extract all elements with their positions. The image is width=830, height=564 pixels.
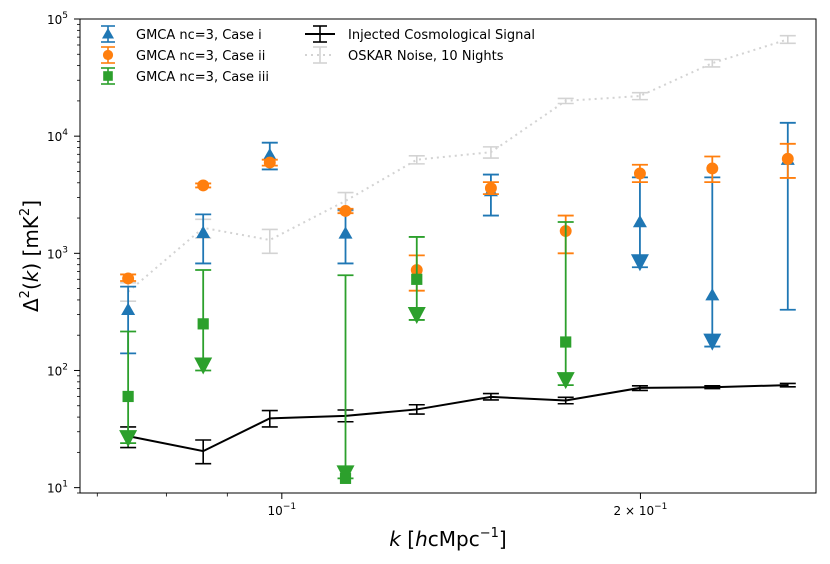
y-tick-label: 105	[47, 11, 68, 27]
axes-frame	[79, 18, 817, 494]
gmca-nc-3-case-i-point-1-marker	[196, 225, 211, 238]
gmca-nc-3-case-i-point-0-marker	[121, 302, 136, 315]
legend-label: GMCA nc=3, Case iii	[136, 70, 269, 85]
legend-marker	[102, 28, 114, 39]
gmca-nc-3-case-i-point-6-arrow	[703, 333, 722, 351]
legend-marker	[102, 49, 114, 61]
legend-item: Injected Cosmological Signal	[305, 25, 535, 43]
y-tick-label: 104	[47, 128, 68, 144]
gmca-nc-3-case-i-point-6-marker	[705, 288, 720, 301]
legend-label: GMCA nc=3, Case i	[136, 28, 262, 43]
injected-cosmological-signal-line	[127, 384, 788, 453]
oskar-noise-10-nights-line	[127, 38, 789, 293]
gmca-nc-3-case-iii-point-3-arrow	[407, 306, 426, 324]
y-tick-label: 102	[47, 362, 68, 378]
x-tick-label: 2 × 10−1	[614, 502, 668, 518]
gmca-nc-3-case-ii-point-1-marker	[197, 179, 210, 192]
legend-label: Injected Cosmological Signal	[348, 28, 535, 43]
gmca-nc-3-case-iii-point-4-arrow	[556, 372, 575, 390]
gmca-nc-3-case-i-point-3-marker	[338, 226, 353, 239]
gmca-nc-3-case-ii-point-5-marker	[484, 182, 497, 195]
gmca-nc-3-case-ii-point-0-marker	[122, 272, 135, 285]
gmca-nc-3-case-i-point-2-marker	[262, 148, 277, 161]
gmca-nc-3-case-i-point-5-arrow	[630, 254, 649, 272]
gmca-nc-3-case-iii-point-1-marker	[197, 318, 209, 330]
ticks: 101 102 103 104 105 10−1 2 × 10−1	[47, 11, 667, 518]
legend-marker	[103, 71, 113, 81]
x-axis-label: k [hcMpc−1]	[389, 526, 506, 551]
gmca-nc-3-case-iii-point-1-arrow	[194, 357, 213, 375]
legend-item: GMCA nc=3, Case ii	[101, 46, 265, 64]
gmca-nc-3-case-ii-point-8-marker	[706, 162, 719, 175]
y-axis-label: Δ2(k) [mK2]	[18, 200, 43, 312]
gmca-nc-3-case-iii-point-0-arrow	[119, 430, 138, 448]
legend-item: OSKAR Noise, 10 Nights	[305, 46, 504, 64]
gmca-nc-3-case-iii-point-0-marker	[122, 390, 134, 403]
gmca-nc-3-case-ii-point-3-marker	[339, 204, 352, 217]
plot-area	[80, 19, 816, 493]
gmca-nc-3-case-ii-point-7-marker	[633, 167, 646, 180]
axes	[79, 18, 817, 494]
gmca-nc-3-case-iii-point-2-arrow	[336, 465, 355, 483]
y-tick-label: 103	[47, 245, 68, 261]
y-tick-label: 101	[47, 480, 68, 496]
legend-label: OSKAR Noise, 10 Nights	[348, 49, 504, 64]
legend-item: GMCA nc=3, Case iii	[101, 67, 269, 85]
gmca-series	[119, 121, 796, 484]
gmca-nc-3-case-iii-point-4-marker	[560, 336, 572, 348]
gmca-nc-3-case-ii-point-2-marker	[263, 156, 276, 169]
gmca-nc-3-case-iii-point-3-marker	[411, 273, 423, 285]
legend-label: GMCA nc=3, Case ii	[136, 49, 265, 64]
legend: GMCA nc=3, Case i GMCA nc=3, Case ii GMCA …	[101, 25, 535, 85]
gmca-nc-3-case-ii-point-9-marker	[781, 152, 794, 165]
gmca-nc-3-case-i-point-5-marker	[632, 215, 647, 228]
axis-labels: k [hcMpc−1] Δ2(k) [mK2]	[18, 200, 507, 551]
legend-item: GMCA nc=3, Case i	[101, 25, 262, 43]
x-tick-label: 10−1	[268, 502, 297, 518]
